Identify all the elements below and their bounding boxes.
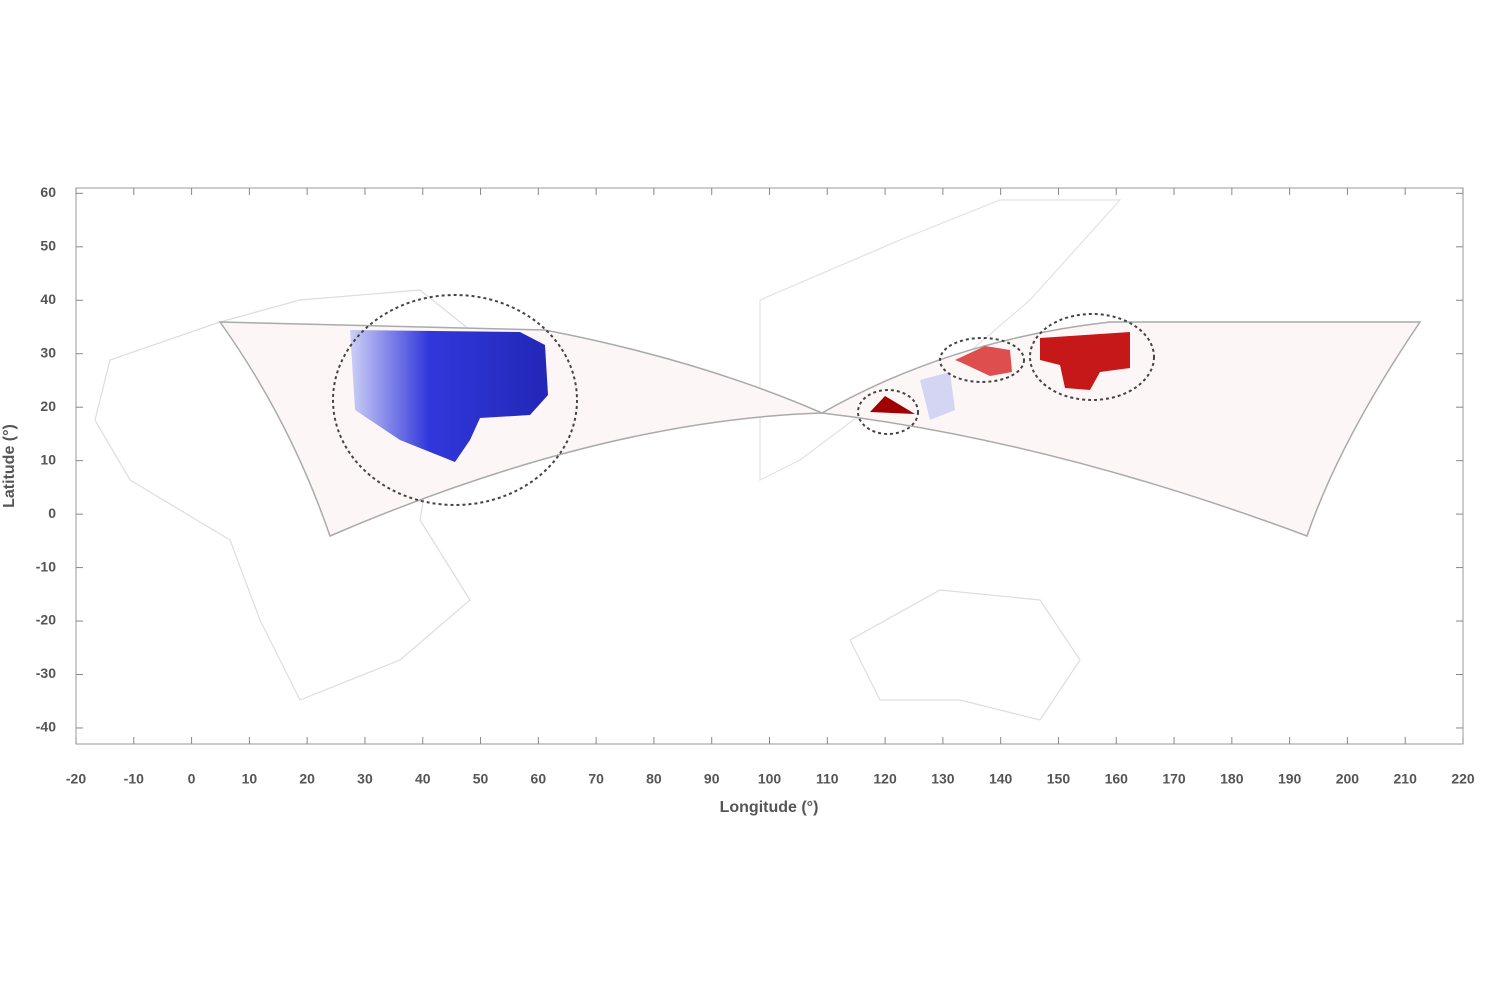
x-tick-label: 50 bbox=[473, 771, 489, 787]
x-tick-label: 210 bbox=[1394, 771, 1418, 787]
y-tick-label: 20 bbox=[40, 398, 56, 414]
y-tick-label: 60 bbox=[40, 184, 56, 200]
x-tick-label: 220 bbox=[1451, 771, 1475, 787]
negative-anomaly bbox=[350, 330, 548, 462]
negative-anomaly bbox=[920, 372, 955, 420]
x-tick-label: 140 bbox=[989, 771, 1013, 787]
coastline bbox=[759, 199, 1122, 481]
highlight-ellipse bbox=[857, 389, 919, 435]
x-tick-label: 200 bbox=[1336, 771, 1360, 787]
highlight-ellipse bbox=[332, 294, 578, 506]
x-tick-label: 160 bbox=[1105, 771, 1129, 787]
highlight-ellipses bbox=[332, 294, 1155, 506]
highlight-ellipse bbox=[1029, 313, 1155, 401]
x-tick-label: 80 bbox=[646, 771, 662, 787]
x-tick-label: 110 bbox=[816, 771, 839, 787]
positive-anomaly bbox=[1040, 332, 1130, 390]
y-tick-label: 40 bbox=[40, 291, 56, 307]
x-tick-label: 60 bbox=[531, 771, 547, 787]
x-tick-label: -10 bbox=[124, 771, 144, 787]
x-axis-title: Longitude (°) bbox=[720, 799, 819, 816]
x-tick-label: 170 bbox=[1162, 771, 1186, 787]
y-axis-title: Latitude (°) bbox=[1, 424, 18, 508]
x-tick-label: 120 bbox=[873, 771, 897, 787]
positive-anomaly bbox=[955, 346, 1012, 376]
y-tick-label: 0 bbox=[48, 505, 56, 521]
x-tick-label: 190 bbox=[1278, 771, 1302, 787]
y-tick-label: -30 bbox=[36, 665, 56, 681]
highlight-ellipse bbox=[939, 337, 1025, 383]
y-tick-label: -40 bbox=[36, 719, 56, 735]
y-tick-label: 30 bbox=[40, 344, 56, 360]
x-tick-label: 90 bbox=[704, 771, 720, 787]
x-tick-label: 30 bbox=[357, 771, 373, 787]
y-tick-label: 10 bbox=[40, 451, 56, 467]
y-tick-label: -20 bbox=[36, 612, 56, 628]
y-tick-label: -10 bbox=[36, 558, 56, 574]
x-tick-label: 150 bbox=[1047, 771, 1071, 787]
coastline bbox=[94, 289, 471, 701]
coastline bbox=[849, 589, 1081, 721]
plot-area bbox=[75, 187, 1464, 745]
x-tick-label: 130 bbox=[931, 771, 955, 787]
x-tick-label: 180 bbox=[1220, 771, 1244, 787]
x-tick-label: 70 bbox=[588, 771, 604, 787]
x-tick-label: 20 bbox=[299, 771, 315, 787]
x-tick-label: 40 bbox=[415, 771, 431, 787]
x-tick-label: 100 bbox=[758, 771, 782, 787]
x-tick-label: 10 bbox=[242, 771, 258, 787]
x-tick-label: -20 bbox=[66, 771, 86, 787]
y-tick-label: 50 bbox=[40, 238, 56, 254]
positive-anomaly bbox=[870, 396, 915, 414]
x-tick-label: 0 bbox=[188, 771, 196, 787]
